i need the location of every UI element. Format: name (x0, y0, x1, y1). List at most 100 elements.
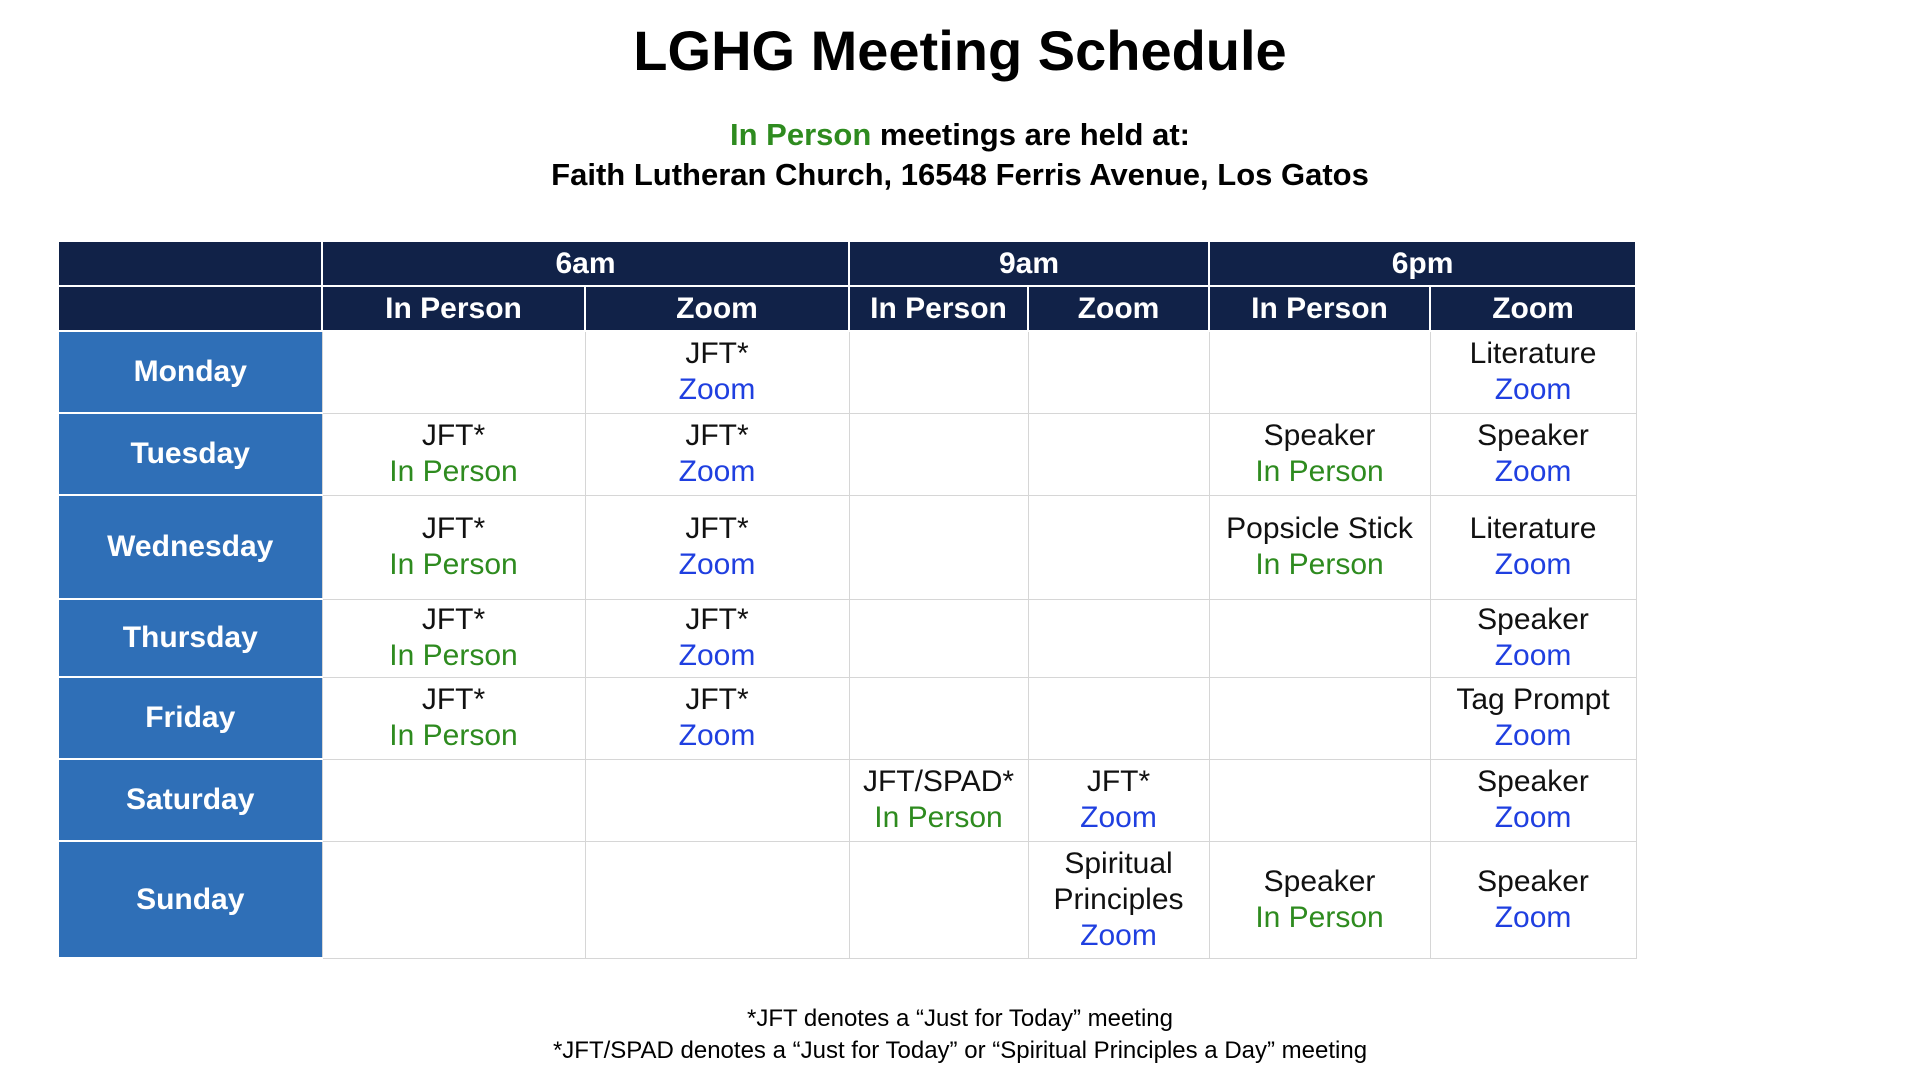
empty-cell (848, 676, 1029, 760)
day-label: Monday (59, 331, 322, 414)
format-header: Zoom (1430, 286, 1638, 332)
in-person-location: In Person (389, 639, 518, 672)
table-row: Tuesday JFT* In Person JFT* Zoom Speaker In Pe… (59, 412, 1637, 496)
in-person-location: In Person (389, 719, 518, 752)
meeting-type: Spiritual Principles (1053, 846, 1184, 916)
empty-cell (1208, 598, 1431, 678)
meeting-type: Literature (1469, 512, 1597, 545)
day-label: Wednesday (59, 495, 322, 600)
in-person-location: In Person (1255, 900, 1384, 934)
day-label: Thursday (59, 599, 322, 678)
empty-cell (584, 840, 850, 959)
empty-cell (848, 598, 1029, 678)
empty-cell (321, 840, 586, 959)
meeting-type: Literature (1469, 337, 1597, 371)
empty-cell (848, 330, 1029, 414)
table-row: Sunday Spiritual Principles Zoom Speaker In … (59, 840, 1637, 959)
time-header-row: 6am 9am 6pm (59, 242, 1638, 287)
meeting-type: JFT* (421, 603, 486, 636)
footnotes: *JFT denotes a “Just for Today” meeting … (0, 1003, 1920, 1067)
meeting-cell: JFT/SPAD* In Person (848, 758, 1029, 842)
meeting-cell: Tag Prompt Zoom (1429, 676, 1637, 760)
page-title: LGHG Meeting Schedule (633, 19, 1287, 82)
format-header: Zoom (1028, 286, 1211, 332)
in-person-location: In Person (389, 548, 518, 581)
time-header-9am: 9am (849, 242, 1211, 287)
meeting-cell: JFT* Zoom (584, 676, 850, 760)
meeting-cell: JFT* Zoom (584, 598, 850, 678)
meeting-type: Speaker (1263, 419, 1376, 452)
day-label: Tuesday (59, 413, 322, 496)
format-header: Zoom (585, 286, 851, 332)
empty-cell (1027, 330, 1210, 414)
zoom-location: Zoom (1494, 639, 1572, 672)
day-label: Sunday (59, 841, 322, 959)
meeting-cell: Speaker Zoom (1429, 840, 1637, 959)
table-row: Friday JFT* In Person JFT* Zoom Tag Prompt Zoo… (59, 676, 1637, 760)
table-row: Wednesday JFT* In Person JFT* Zoom Popsicle S… (59, 494, 1637, 600)
meeting-cell: Spiritual Principles Zoom (1027, 840, 1210, 959)
meeting-cell: Literature Zoom (1429, 494, 1637, 600)
empty-cell (848, 494, 1029, 600)
meeting-type: Speaker (1263, 864, 1376, 898)
schedule-body: Monday JFT* Zoom Literature Zoom Tuesday JFT* I… (59, 330, 1637, 959)
meeting-type: JFT* (685, 683, 749, 716)
format-header: In Person (1209, 286, 1432, 332)
meeting-type: JFT* (685, 337, 749, 371)
meeting-cell: JFT* In Person (321, 412, 586, 496)
meeting-cell: Speaker In Person (1208, 840, 1431, 959)
meeting-cell: Speaker Zoom (1429, 758, 1637, 842)
format-header-row: In Person Zoom In Person Zoom In Person … (59, 286, 1638, 332)
location-intro: In Person meetings are held at: (0, 115, 1920, 155)
location-info: In Person meetings are held at: Faith Lu… (0, 115, 1920, 195)
meeting-cell: JFT* Zoom (584, 412, 850, 496)
zoom-location: Zoom (1494, 455, 1572, 488)
day-label: Friday (59, 677, 322, 760)
meeting-type: JFT* (1086, 765, 1151, 798)
empty-cell (1027, 598, 1210, 678)
corner-header (59, 242, 323, 287)
zoom-location: Zoom (1494, 719, 1572, 752)
empty-cell (1027, 494, 1210, 600)
empty-cell (848, 840, 1029, 959)
meeting-type: Speaker (1477, 864, 1589, 898)
zoom-location: Zoom (1080, 918, 1157, 952)
meeting-type: Speaker (1477, 765, 1589, 798)
zoom-location: Zoom (678, 373, 756, 407)
time-header-6am: 6am (322, 242, 851, 287)
empty-cell (1027, 676, 1210, 760)
meeting-cell: Literature Zoom (1429, 330, 1637, 414)
meeting-cell: Speaker In Person (1208, 412, 1431, 496)
meeting-cell: Popsicle Stick In Person (1208, 494, 1431, 600)
meeting-cell: JFT* In Person (321, 598, 586, 678)
meeting-cell: JFT* In Person (321, 676, 586, 760)
in-person-location: In Person (389, 455, 518, 488)
zoom-location: Zoom (1080, 801, 1157, 834)
format-header: In Person (849, 286, 1030, 332)
zoom-location: Zoom (678, 548, 756, 581)
zoom-location: Zoom (678, 719, 756, 752)
table-row: Monday JFT* Zoom Literature Zoom (59, 330, 1637, 414)
meeting-cell: JFT* Zoom (1027, 758, 1210, 842)
zoom-location: Zoom (1494, 900, 1572, 934)
zoom-location: Zoom (1494, 373, 1572, 407)
meeting-type: JFT* (421, 512, 486, 545)
empty-cell (1208, 758, 1431, 842)
in-person-location: In Person (874, 801, 1003, 834)
in-person-location: In Person (1255, 455, 1384, 488)
empty-cell (1027, 412, 1210, 496)
footnote-jft-spad: *JFT/SPAD denotes a “Just for Today” or … (552, 1037, 1368, 1064)
meeting-type: JFT/SPAD* (862, 765, 1015, 798)
empty-cell (321, 330, 586, 414)
empty-cell (321, 758, 586, 842)
in-person-highlight: In Person (730, 117, 872, 152)
meeting-cell: JFT* Zoom (584, 494, 850, 600)
meeting-cell: JFT* Zoom (584, 330, 850, 414)
meeting-type: Popsicle Stick (1226, 512, 1413, 545)
table-row: Saturday JFT/SPAD* In Person JFT* Zoom Speake… (59, 758, 1637, 842)
zoom-location: Zoom (1494, 548, 1572, 581)
meeting-cell: JFT* In Person (321, 494, 586, 600)
footnote-jft: *JFT denotes a “Just for Today” meeting (747, 1005, 1173, 1032)
meeting-type: JFT* (421, 419, 486, 452)
